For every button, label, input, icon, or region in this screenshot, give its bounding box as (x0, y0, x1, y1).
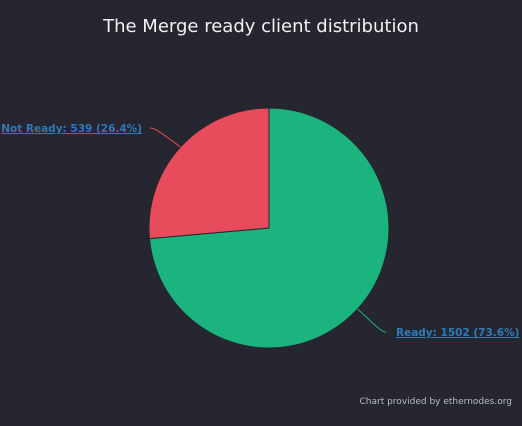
label-connectors (149, 127, 387, 333)
connector-ready (357, 308, 387, 333)
data-label-not-ready[interactable]: Not Ready: 539 (26.4%) (1, 123, 142, 135)
pie-slice-not-ready[interactable] (148, 107, 270, 240)
chart-title: The Merge ready client distribution (102, 16, 419, 37)
pie-slices (148, 107, 390, 349)
data-labels: Ready: 1502 (73.6%) Not Ready: 539 (26.4%… (1, 123, 519, 339)
data-label-ready[interactable]: Ready: 1502 (73.6%) (396, 327, 519, 339)
credits-link[interactable]: Chart provided by ethernodes.org (360, 397, 513, 407)
connector-not-ready (149, 127, 181, 148)
